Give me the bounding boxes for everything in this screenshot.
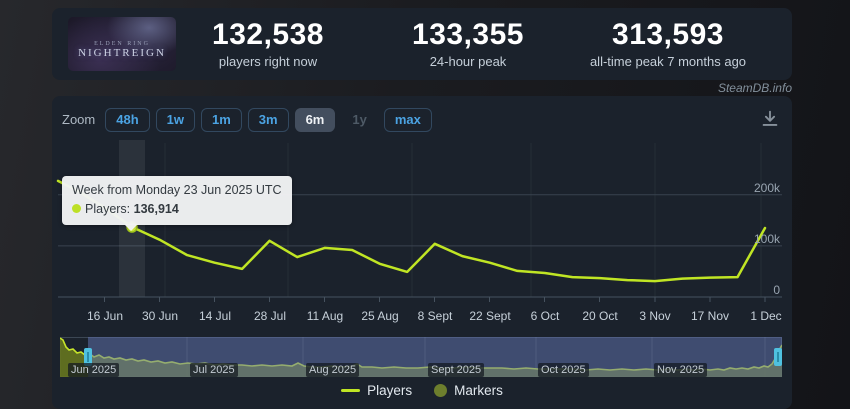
- tooltip-title: Week from Monday 23 Jun 2025 UTC: [72, 183, 282, 197]
- zoom-button-48h[interactable]: 48h: [105, 108, 150, 132]
- legend-markers-label: Markers: [454, 383, 503, 398]
- x-tick: 6 Oct: [530, 309, 560, 323]
- stat-alltime-peak-value: 313,593: [612, 18, 724, 51]
- game-banner-image: ELDEN RING NIGHTREIGN: [68, 17, 176, 71]
- steamdb-watermark-link[interactable]: SteamDB.info: [717, 81, 792, 95]
- tooltip-series-label: Players:: [85, 201, 131, 216]
- series-color-dot-icon: [72, 203, 81, 213]
- x-tick: 17 Nov: [690, 309, 730, 323]
- y-tick-100k: 100k: [753, 232, 780, 246]
- x-tick: 8 Sept: [417, 309, 453, 323]
- chart-panel: Zoom 48h 1w 1m 3m 6m 1y max: [52, 96, 792, 409]
- x-tick: 20 Oct: [582, 309, 618, 323]
- x-tick: 16 Jun: [86, 309, 124, 323]
- x-tick: 1 Dec: [750, 309, 782, 323]
- x-axis: [58, 296, 782, 302]
- legend-item-markers[interactable]: Markers: [434, 383, 503, 398]
- stat-24h-peak-value: 133,355: [412, 18, 524, 51]
- players-line-swatch-icon: [341, 389, 361, 392]
- players-line: [56, 179, 767, 283]
- zoom-button-max[interactable]: max: [383, 108, 432, 132]
- game-title-small: ELDEN RING: [94, 41, 150, 47]
- stats-panel: ELDEN RING NIGHTREIGN 132,538 players ri…: [52, 8, 792, 80]
- x-tick: 3 Nov: [639, 309, 671, 323]
- navigator-left-handle[interactable]: [84, 348, 92, 366]
- nav-month-label: Nov 2025: [654, 363, 708, 377]
- game-title: NIGHTREIGN: [78, 47, 166, 59]
- legend-item-players[interactable]: Players: [341, 383, 412, 398]
- legend-players-label: Players: [367, 383, 413, 398]
- range-selector: Zoom 48h 1w 1m 3m 6m 1y max: [62, 108, 432, 132]
- stat-24h-peak-label: 24-hour peak: [429, 54, 507, 69]
- zoom-button-3m[interactable]: 3m: [247, 108, 289, 132]
- zoom-button-6m[interactable]: 6m: [294, 108, 336, 132]
- stat-24h-peak: 133,355 24-hour peak: [368, 18, 568, 69]
- nav-month-label: Jul 2025: [190, 363, 238, 377]
- zoom-button-1w[interactable]: 1w: [155, 108, 195, 132]
- x-tick: 11 Aug: [306, 309, 344, 323]
- x-tick: 28 Jul: [253, 309, 287, 323]
- download-chart-icon[interactable]: [756, 106, 784, 132]
- stat-current-players-label: players right now: [218, 54, 318, 69]
- chart-tooltip: Week from Monday 23 Jun 2025 UTC Players…: [62, 176, 292, 231]
- tooltip-pointer: [124, 223, 138, 231]
- x-tick: 14 Jul: [198, 309, 232, 323]
- zoom-button-1m[interactable]: 1m: [200, 108, 242, 132]
- nav-month-label: Sept 2025: [428, 363, 485, 377]
- tooltip-series-row: Players: 136,914: [72, 200, 282, 219]
- markers-circle-swatch-icon: [434, 384, 448, 397]
- navigator-right-handle[interactable]: [774, 348, 782, 366]
- tooltip-value: 136,914: [133, 201, 179, 216]
- x-tick: 30 Jun: [141, 309, 179, 323]
- zoom-button-1y: 1y: [341, 108, 377, 132]
- y-tick-0: 0: [773, 283, 780, 297]
- nav-month-label: Oct 2025: [538, 363, 589, 377]
- nav-month-label: Aug 2025: [306, 363, 360, 377]
- x-tick: 25 Aug: [361, 309, 399, 323]
- stat-current-players: 132,538 players right now: [168, 18, 368, 69]
- y-tick-200k: 200k: [753, 181, 780, 195]
- zoom-label: Zoom: [62, 112, 96, 128]
- stat-current-players-value: 132,538: [212, 18, 324, 51]
- stat-alltime-peak-label: all-time peak 7 months ago: [589, 54, 747, 69]
- chart-legend: Players Markers: [52, 383, 792, 398]
- x-tick: 22 Sept: [469, 309, 511, 323]
- nav-month-label: Jun 2025: [68, 363, 120, 377]
- stat-alltime-peak: 313,593 all-time peak 7 months ago: [568, 18, 768, 69]
